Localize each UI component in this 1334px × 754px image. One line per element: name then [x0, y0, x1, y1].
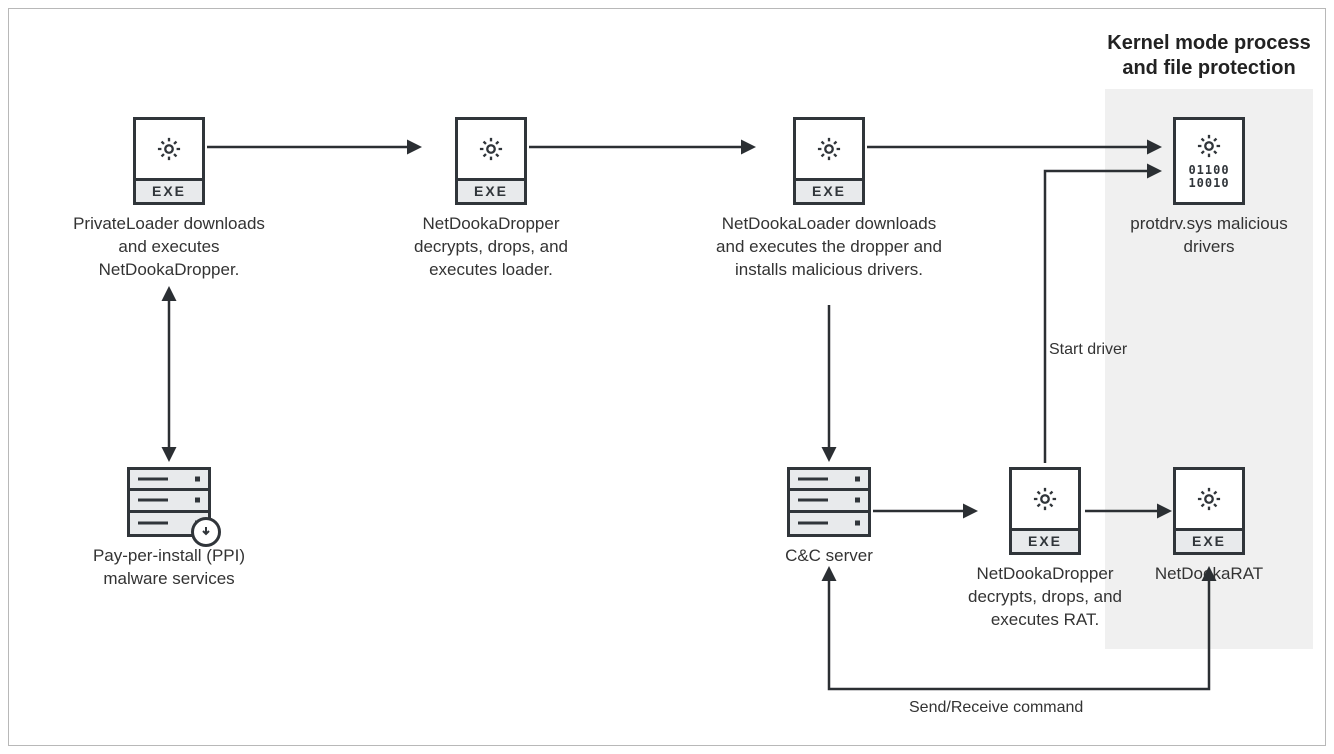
node-loader: EXE NetDookaLoader downloads and execute… — [709, 117, 949, 282]
exe-label: EXE — [1176, 528, 1242, 552]
exe-label: EXE — [136, 178, 202, 202]
exe-icon: EXE — [455, 117, 527, 205]
exe-label: EXE — [796, 178, 862, 202]
exe-icon: EXE — [1173, 467, 1245, 555]
node-cc: C&C server — [749, 467, 909, 568]
edge-label: Start driver — [1049, 341, 1127, 359]
node-caption: C&C server — [749, 545, 909, 568]
gear-icon — [155, 135, 183, 163]
node-dropper2: EXE NetDookaDropper decrypts, drops, and… — [945, 467, 1145, 632]
binary-file-icon: 01100 10010 — [1173, 117, 1245, 205]
gear-icon — [1031, 485, 1059, 513]
exe-label: EXE — [1012, 528, 1078, 552]
node-caption: NetDookaDropper decrypts, drops, and exe… — [391, 213, 591, 282]
bits-line2: 10010 — [1188, 177, 1229, 190]
node-rat: EXE NetDookaRAT — [1149, 467, 1269, 586]
node-caption: Pay-per-install (PPI) malware services — [59, 545, 279, 591]
diagram-frame: Kernel mode processand file protection E… — [8, 8, 1326, 746]
gear-icon — [477, 135, 505, 163]
server-icon — [787, 467, 871, 537]
node-caption: protdrv.sys malicious drivers — [1129, 213, 1289, 259]
download-badge-icon — [191, 517, 221, 547]
exe-icon: EXE — [133, 117, 205, 205]
node-protdrv: 01100 10010 protdrv.sys malicious driver… — [1129, 117, 1289, 259]
gear-icon — [1195, 485, 1223, 513]
node-dropper1: EXE NetDookaDropper decrypts, drops, and… — [391, 117, 591, 282]
node-caption: NetDookaRAT — [1149, 563, 1269, 586]
node-ppi: Pay-per-install (PPI) malware services — [59, 467, 279, 591]
gear-icon — [815, 135, 843, 163]
exe-icon: EXE — [793, 117, 865, 205]
node-caption: NetDookaLoader downloads and executes th… — [709, 213, 949, 282]
node-caption: PrivateLoader downloads and executes Net… — [69, 213, 269, 282]
gear-icon — [1195, 132, 1223, 160]
exe-icon: EXE — [1009, 467, 1081, 555]
edge-label: Send/Receive command — [909, 699, 1083, 717]
exe-label: EXE — [458, 178, 524, 202]
node-caption: NetDookaDropper decrypts, drops, and exe… — [945, 563, 1145, 632]
kernel-title: Kernel mode processand file protection — [1089, 31, 1329, 81]
node-private-loader: EXE PrivateLoader downloads and executes… — [69, 117, 269, 282]
server-icon — [127, 467, 211, 537]
